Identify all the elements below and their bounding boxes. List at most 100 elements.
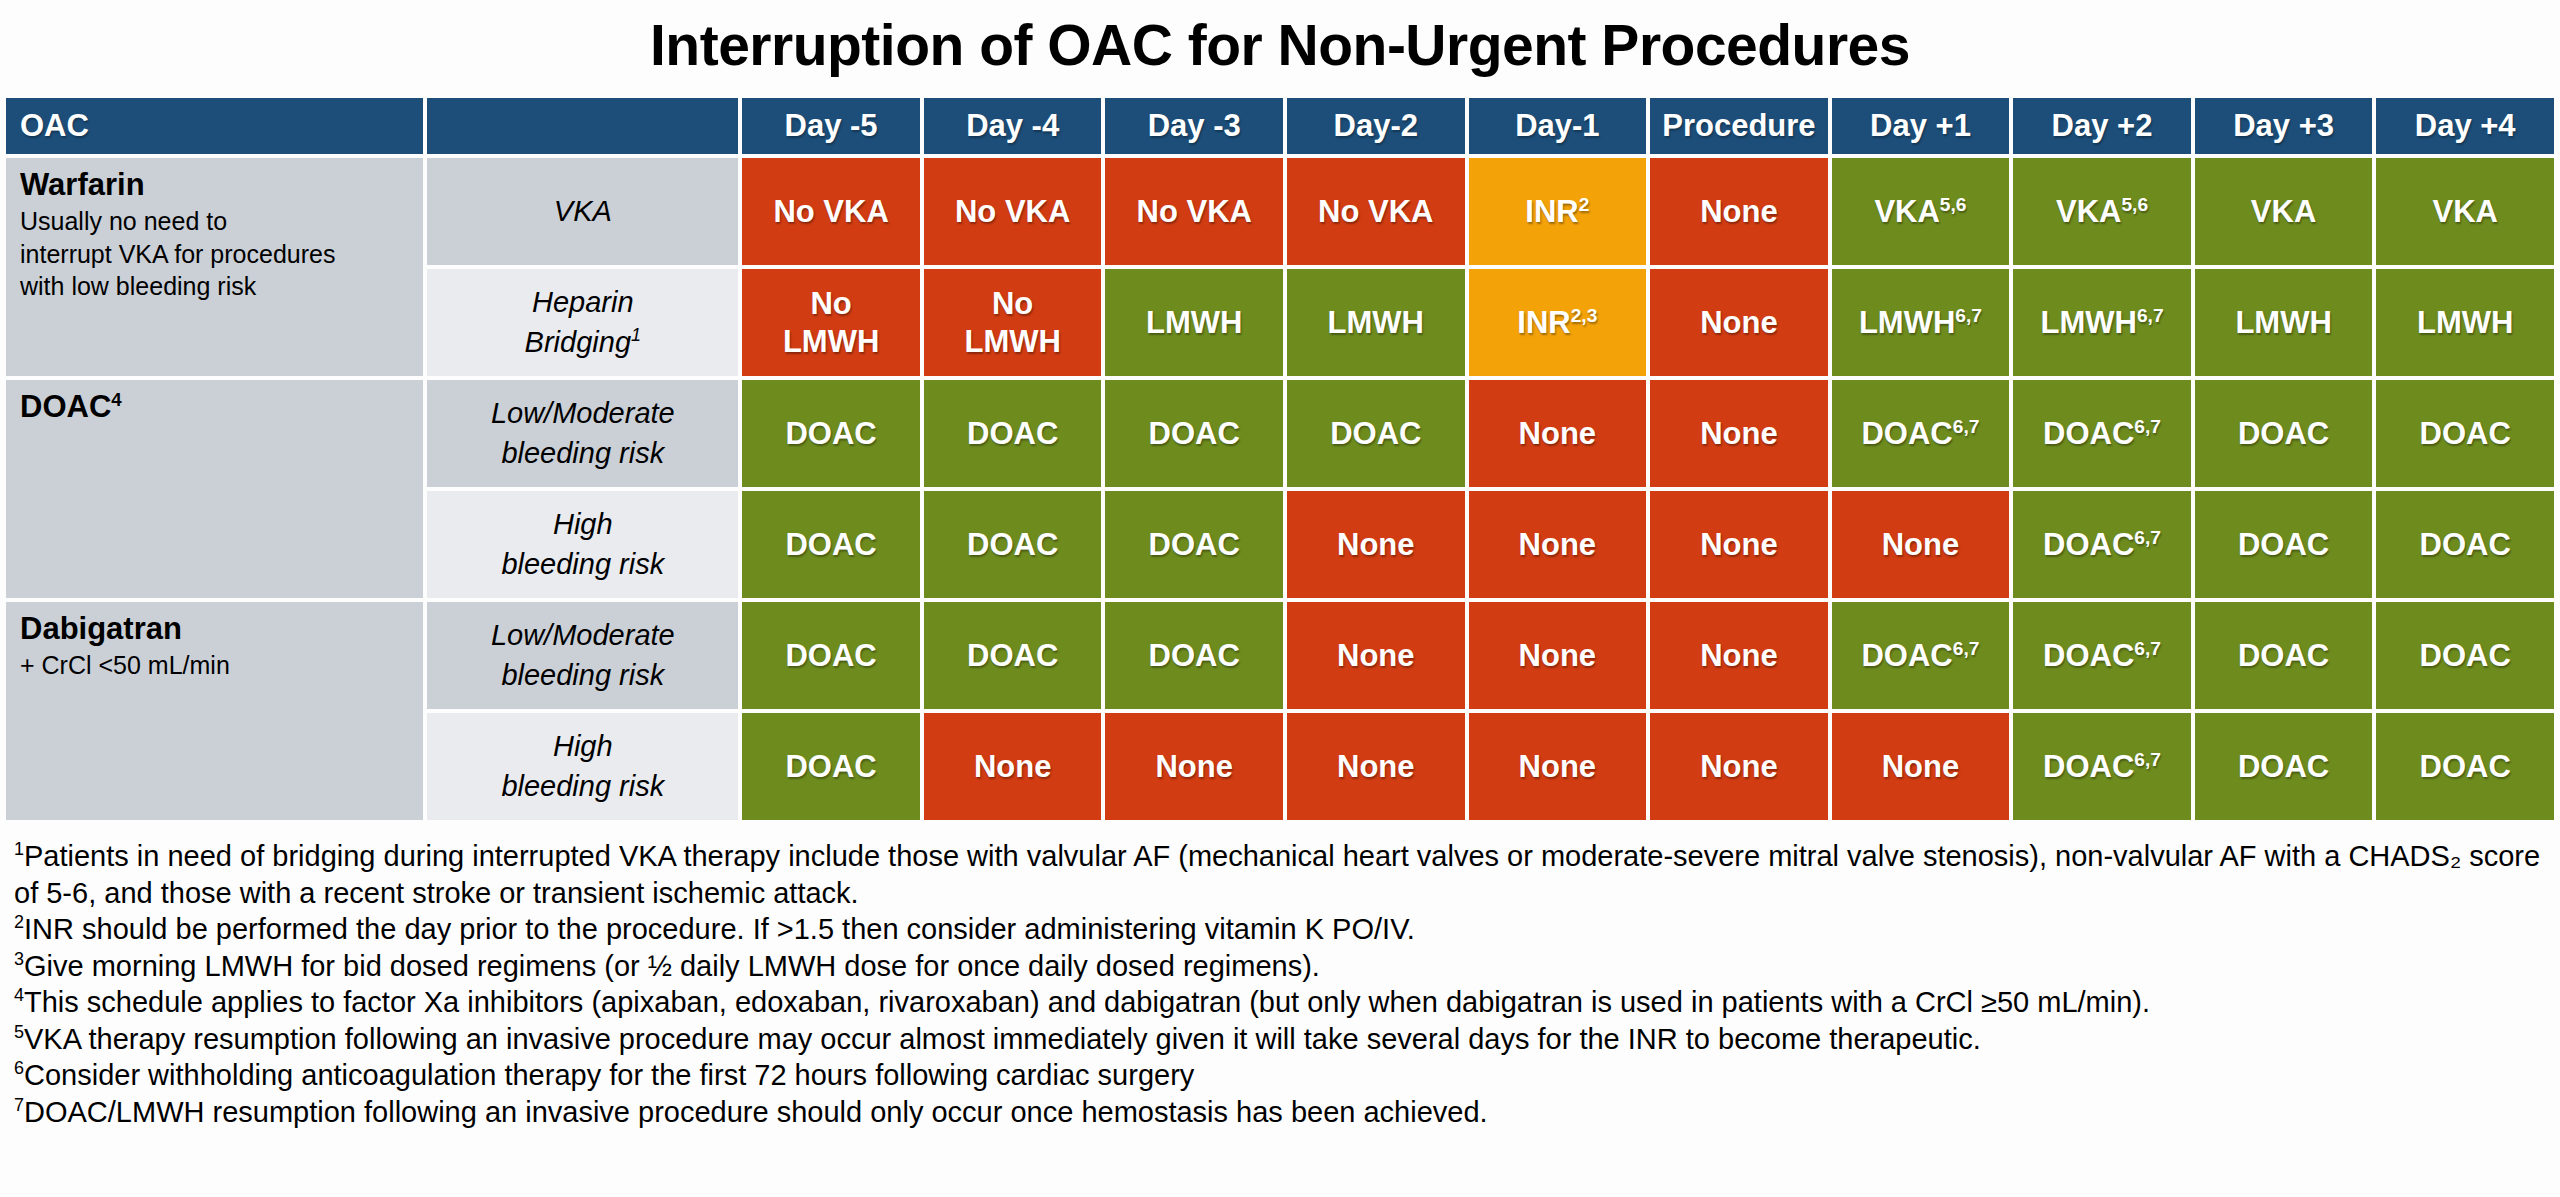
schedule-cell: DOAC [2195, 491, 2373, 598]
footnote: 6Consider withholding anticoagulation th… [14, 1057, 2546, 1094]
footnote-reference: 6,7 [1953, 638, 1980, 659]
row-sub-label: Low/Moderate bleeding risk [427, 380, 738, 487]
schedule-cell: LMWH6,7 [1832, 269, 2010, 376]
schedule-cell: DOAC [2376, 713, 2554, 820]
footnote-marker: 6 [14, 1059, 24, 1079]
footnote-reference: 2 [1579, 194, 1590, 215]
schedule-cell: None [1650, 380, 1828, 487]
schedule-cell: None [1469, 491, 1647, 598]
schedule-cell: DOAC6,7 [1832, 380, 2010, 487]
row-group-title: Dabigatran [20, 610, 409, 647]
footnotes: 1Patients in need of bridging during int… [14, 838, 2546, 1130]
col-header: Day +1 [1832, 98, 2010, 154]
col-header: Day -5 [742, 98, 920, 154]
schedule-cell: None [1650, 602, 1828, 709]
schedule-cell: DOAC [2195, 713, 2373, 820]
footnote-reference: 5,6 [1940, 194, 1967, 215]
schedule-cell: LMWH [1105, 269, 1283, 376]
schedule-cell: None [924, 713, 1102, 820]
schedule-cell: None [1832, 491, 2010, 598]
col-header: Day -4 [924, 98, 1102, 154]
footnote-marker: 4 [14, 985, 24, 1005]
footnote-reference: 1 [631, 325, 641, 345]
table-row: DOAC4Low/Moderate bleeding riskDOACDOACD… [6, 380, 2554, 487]
schedule-cell: None [1287, 602, 1465, 709]
schedule-cell: DOAC6,7 [2013, 380, 2191, 487]
schedule-cell: None [1832, 713, 2010, 820]
schedule-cell: DOAC6,7 [1832, 602, 2010, 709]
schedule-cell: No VKA [742, 158, 920, 265]
schedule-cell: None [1469, 713, 1647, 820]
row-group-label-warfarin: WarfarinUsually no need to interrupt VKA… [6, 158, 423, 376]
row-group-label-dabigatran: Dabigatran+ CrCl <50 mL/min [6, 602, 423, 820]
schedule-cell: None [1469, 380, 1647, 487]
table-body: WarfarinUsually no need to interrupt VKA… [6, 158, 2554, 820]
schedule-cell: No VKA [924, 158, 1102, 265]
footnote: 7DOAC/LMWH resumption following an invas… [14, 1094, 2546, 1131]
schedule-cell: DOAC [2376, 380, 2554, 487]
col-header: Day -3 [1105, 98, 1283, 154]
schedule-cell: LMWH6,7 [2013, 269, 2191, 376]
schedule-cell: DOAC [1105, 491, 1283, 598]
schedule-cell: No LMWH [742, 269, 920, 376]
footnote-reference: 2,3 [1571, 305, 1598, 326]
schedule-cell: INR2 [1469, 158, 1647, 265]
footnote-reference: 6,7 [2134, 638, 2161, 659]
footnote-reference: 6,7 [2134, 527, 2161, 548]
schedule-cell: VKA5,6 [1832, 158, 2010, 265]
schedule-cell: DOAC [742, 713, 920, 820]
row-sub-label: High bleeding risk [427, 491, 738, 598]
schedule-cell: VKA5,6 [2013, 158, 2191, 265]
schedule-cell: DOAC [2376, 602, 2554, 709]
footnote-marker: 2 [14, 912, 24, 932]
col-header: Day-2 [1287, 98, 1465, 154]
footnote: 1Patients in need of bridging during int… [14, 838, 2546, 911]
row-group-description: Usually no need to interrupt VKA for pro… [20, 205, 409, 303]
row-sub-label: High bleeding risk [427, 713, 738, 820]
schedule-cell: LMWH [2195, 269, 2373, 376]
schedule-cell: No VKA [1105, 158, 1283, 265]
schedule-cell: VKA [2376, 158, 2554, 265]
schedule-cell: None [1469, 602, 1647, 709]
schedule-cell: DOAC [1105, 380, 1283, 487]
header-row: OAC Day -5Day -4Day -3Day-2Day-1Procedure… [6, 98, 2554, 154]
col-header: Day +4 [2376, 98, 2554, 154]
schedule-cell: None [1650, 158, 1828, 265]
schedule-cell: DOAC6,7 [2013, 491, 2191, 598]
schedule-cell: DOAC [2376, 491, 2554, 598]
schedule-cell: VKA [2195, 158, 2373, 265]
row-group-label-doac: DOAC4 [6, 380, 423, 598]
footnote: 2INR should be performed the day prior t… [14, 911, 2546, 948]
schedule-cell: DOAC [2195, 380, 2373, 487]
schedule-cell: DOAC [2195, 602, 2373, 709]
footnote-marker: 1 [14, 839, 24, 859]
footnote-marker: 7 [14, 1095, 24, 1115]
schedule-cell: None [1650, 269, 1828, 376]
schedule-cell: LMWH [2376, 269, 2554, 376]
schedule-cell: No VKA [1287, 158, 1465, 265]
footnote: 4This schedule applies to factor Xa inhi… [14, 984, 2546, 1021]
footnote: 3Give morning LMWH for bid dosed regimen… [14, 948, 2546, 985]
col-header: OAC [6, 98, 423, 154]
footnote-reference: 6,7 [2134, 749, 2161, 770]
row-sub-label: VKA [427, 158, 738, 265]
footnote-marker: 3 [14, 949, 24, 969]
row-group-description: + CrCl <50 mL/min [20, 649, 409, 682]
row-group-title: Warfarin [20, 166, 409, 203]
col-header-empty [427, 98, 738, 154]
table-row: Dabigatran+ CrCl <50 mL/min Low/Moderate … [6, 602, 2554, 709]
page-title: Interruption of OAC for Non-Urgent Proce… [0, 12, 2560, 78]
row-sub-label: Low/Moderate bleeding risk [427, 602, 738, 709]
col-header: Day-1 [1469, 98, 1647, 154]
col-header: Day +3 [2195, 98, 2373, 154]
footnote-reference: 6,7 [1955, 305, 1982, 326]
col-header: Day +2 [2013, 98, 2191, 154]
schedule-cell: DOAC [1105, 602, 1283, 709]
schedule-cell: DOAC [924, 602, 1102, 709]
table-row: WarfarinUsually no need to interrupt VKA… [6, 158, 2554, 265]
schedule-cell: DOAC [742, 602, 920, 709]
footnote-reference: 5,6 [2121, 194, 2148, 215]
col-header: Procedure [1650, 98, 1828, 154]
schedule-cell: None [1287, 713, 1465, 820]
schedule-cell: DOAC [742, 380, 920, 487]
